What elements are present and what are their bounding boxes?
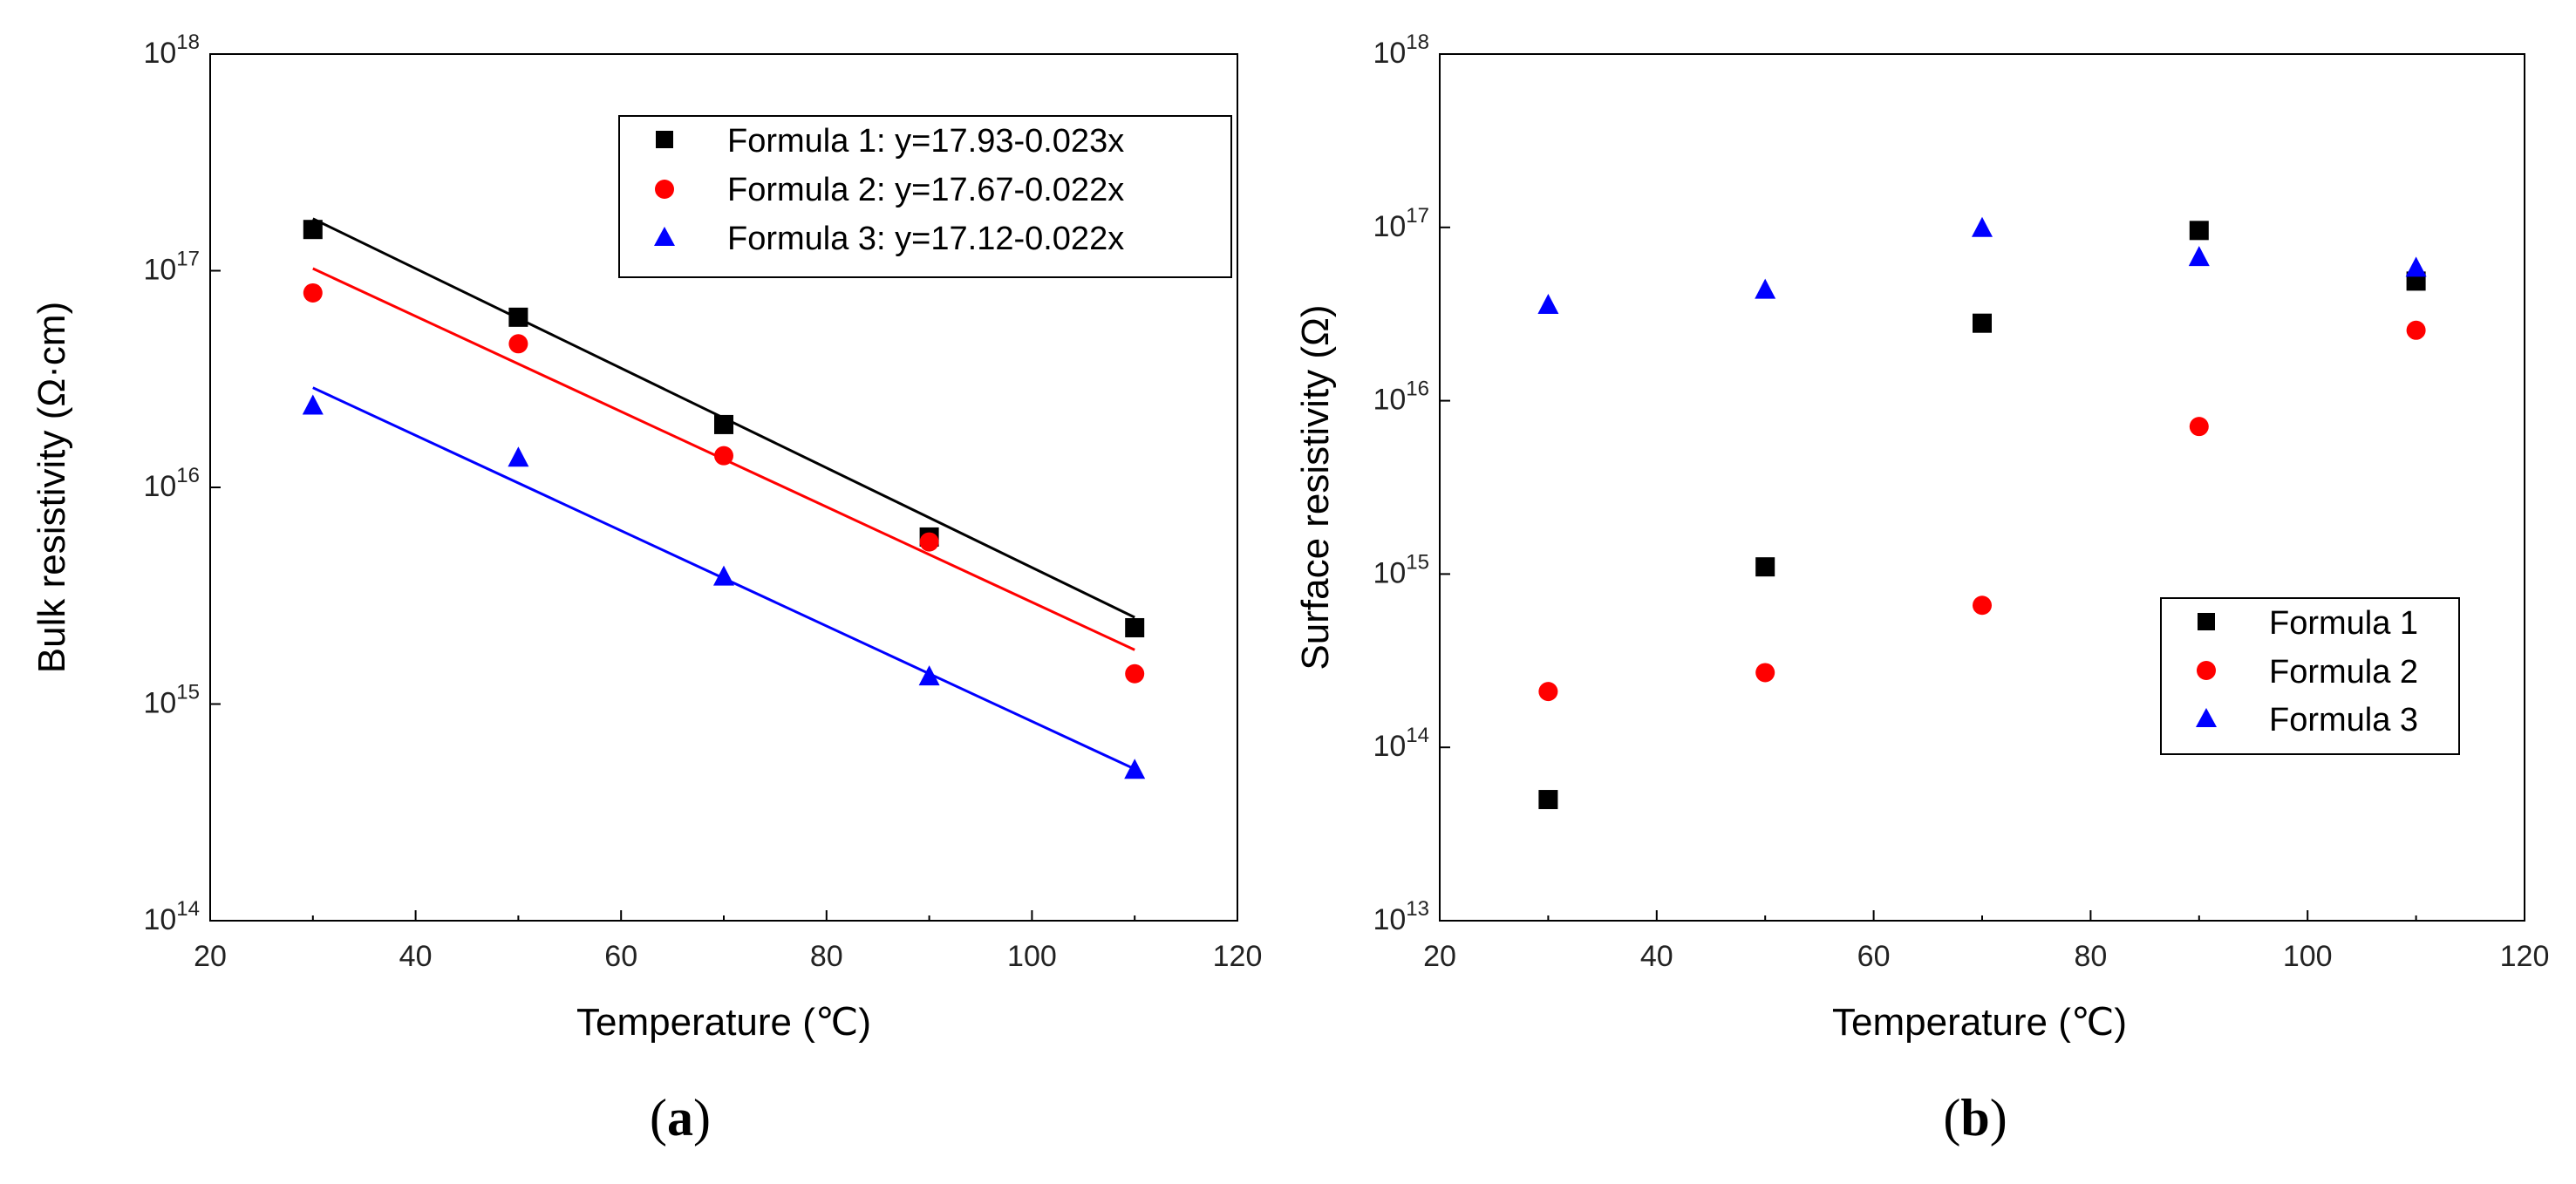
y-axis-label-b: Surface resistivity (Ω) [1294,304,1337,670]
data-points-a [302,220,1146,779]
x-tick-label: 80 [2074,940,2107,973]
data-point-series-1 [1125,617,1145,637]
x-tick-label: 100 [1007,940,1057,973]
legend-marker-square-icon [2198,613,2215,630]
y-tick-label: 1016 [1373,378,1429,417]
legend-entry-b-formula-1: Formula 1 [2269,605,2418,642]
axis-ticks-a: 20 40 60 80 100 120 1014 1015 1016 1017 1018 [143,31,1262,973]
data-point-series-2 [1125,663,1145,684]
data-point-series-3 [2188,246,2210,267]
plot-frame-b [1439,53,2525,922]
y-tick-label: 1013 [1373,897,1429,936]
y-axis-label-a: Bulk resistivity (Ω·cm) [31,302,73,673]
legend-entry-b-formula-2: Formula 2 [2269,654,2418,691]
panel-a-bulk-resistivity-chart: 20 40 60 80 100 120 1014 1015 1016 1017 1018 Tempe… [31,31,1262,1147]
data-point-series-2 [2189,417,2209,437]
y-tick-label: 1017 [143,248,200,287]
x-tick-label: 100 [2283,940,2333,973]
data-point-series-2 [919,532,939,552]
legend-marker-triangle-icon [654,227,675,246]
caption-a: (a) [650,1089,711,1147]
data-point-series-2 [1973,595,1992,616]
data-point-series-1 [303,220,323,240]
legend-entry-a-formula-1: Formula 1: y=17.93-0.023x [727,123,1124,160]
data-point-series-3 [508,446,529,467]
legend-box-a [618,115,1232,278]
data-point-series-3 [302,394,324,415]
legend-entry-b-formula-3: Formula 3 [2269,702,2418,738]
y-tick-label: 1016 [143,464,200,503]
data-point-series-1 [1538,790,1558,810]
data-point-series-1 [1973,313,1992,333]
legend-marker-square-icon [656,131,673,148]
data-point-series-2 [303,282,323,303]
data-point-series-3 [1755,278,1776,299]
panel-b-surface-resistivity-chart: 20 40 60 80 100 120 1013 1014 1015 1016 1017 1018 T… [1294,31,2549,1147]
y-tick-label: 1018 [1373,31,1429,70]
x-tick-label: 60 [1857,940,1891,973]
data-point-series-2 [2406,320,2426,340]
legend-marker-circle-icon [655,180,674,199]
x-tick-label: 120 [1213,940,1263,973]
data-point-series-3 [918,665,940,686]
caption-b: (b) [1943,1089,2007,1147]
data-point-series-1 [508,307,528,327]
data-point-series-2 [714,446,733,466]
x-tick-label: 20 [1423,940,1456,973]
data-point-series-2 [1755,663,1775,683]
y-tick-label: 1014 [1373,724,1429,763]
x-tick-label: 60 [604,940,637,973]
data-point-series-3 [1124,759,1146,779]
data-point-series-2 [1538,682,1558,702]
legend-marker-circle-icon [2197,661,2216,680]
fit-lines-a [312,217,1135,771]
data-point-series-3 [713,565,734,586]
data-point-series-3 [2405,256,2427,277]
y-tick-label: 1015 [143,681,200,720]
axis-ticks-b: 20 40 60 80 100 120 1013 1014 1015 1016 1017 1018 [1373,31,2549,973]
legend-a: Formula 1: y=17.93-0.023x Formula 2: y=1… [618,115,1232,278]
data-points-b [1537,216,2427,810]
legend-marker-triangle-icon [2196,708,2217,727]
data-point-series-3 [1537,294,1559,315]
y-tick-label: 1015 [1373,550,1429,589]
legend-entry-a-formula-2: Formula 2: y=17.67-0.022x [727,172,1124,208]
y-tick-label: 1018 [143,31,200,70]
x-tick-label: 20 [194,940,227,973]
data-point-series-1 [1755,557,1775,577]
x-tick-label: 80 [810,940,843,973]
y-tick-label: 1014 [143,897,200,936]
y-tick-label: 1017 [1373,204,1429,243]
x-tick-label: 40 [399,940,433,973]
legend-entry-a-formula-3: Formula 3: y=17.12-0.022x [727,221,1124,257]
data-point-series-3 [1972,216,1993,237]
x-axis-label-a: Temperature (℃) [576,1001,871,1044]
data-point-series-2 [508,334,528,354]
data-point-series-1 [714,414,733,434]
data-point-series-1 [2189,221,2209,241]
legend-b: Formula 1 Formula 2 Formula 3 [2160,597,2460,755]
x-tick-label: 120 [2500,940,2550,973]
x-axis-label-b: Temperature (℃) [1832,1001,2127,1044]
x-tick-label: 40 [1640,940,1673,973]
